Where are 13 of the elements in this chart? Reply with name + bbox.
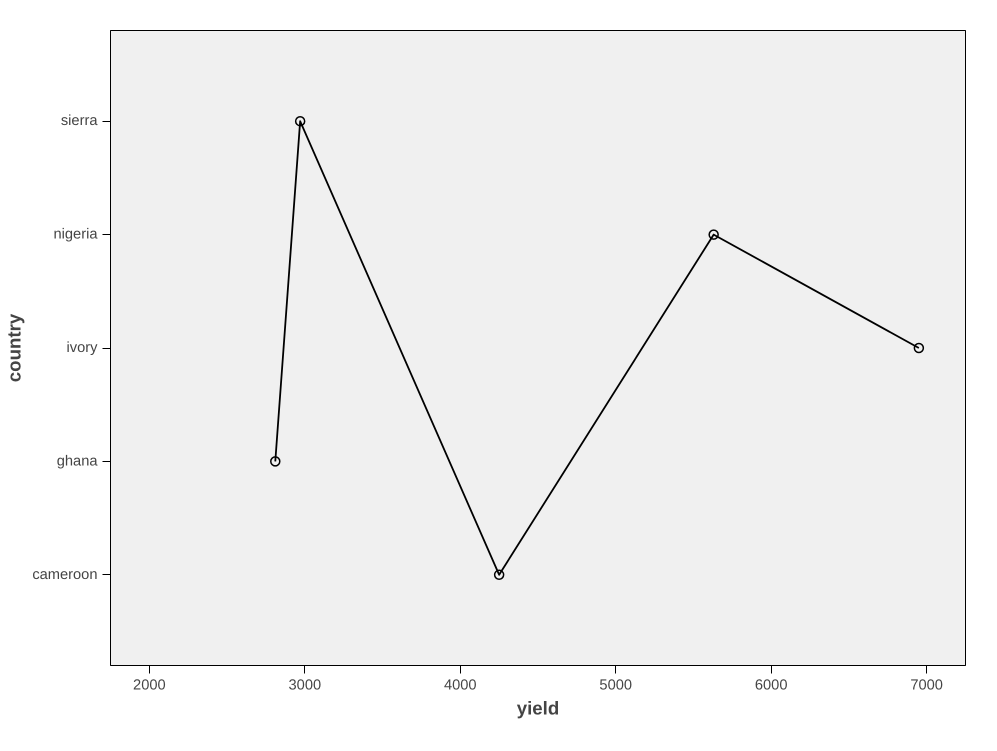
y-tick-label: ivory: [66, 340, 98, 356]
x-tick-label: 2000: [133, 678, 166, 694]
x-tick-label: 7000: [910, 678, 943, 694]
x-axis-title: yield: [516, 698, 560, 718]
y-tick-label: ghana: [56, 453, 98, 470]
x-tick-label: 3000: [288, 678, 322, 694]
x-tick-label: 6000: [754, 678, 788, 694]
x-tick-label: 5000: [599, 678, 632, 694]
y-axis-title: country: [3, 313, 24, 382]
x-tick-label: 4000: [444, 678, 477, 694]
y-tick-label: sierra: [60, 113, 98, 130]
y-tick-label: nigeria: [54, 226, 98, 243]
y-tick-label: cameroon: [32, 566, 98, 583]
